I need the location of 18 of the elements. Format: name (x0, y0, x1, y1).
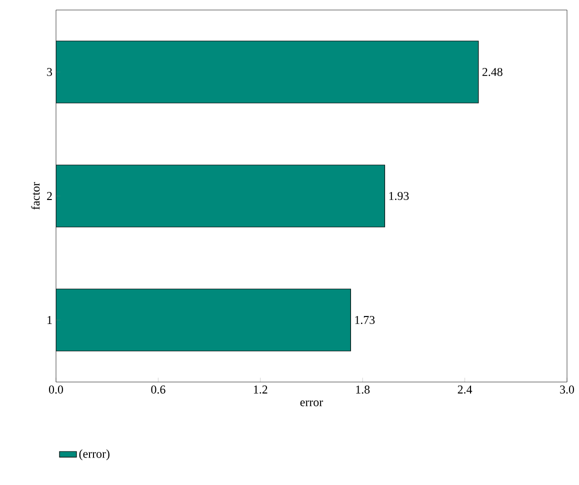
x-tick-label: 1.2 (254, 386, 268, 394)
x-tick-label: 1.8 (356, 386, 370, 394)
legend-label: (error) (79, 449, 110, 460)
y-axis-title: factor (31, 182, 40, 210)
y-tick-label: 1 (48, 316, 52, 324)
data-label: 1.73 (355, 316, 375, 324)
bar (56, 164, 386, 228)
y-tick-label: 2 (47, 192, 52, 200)
bar (56, 288, 351, 352)
data-label: 1.93 (389, 192, 409, 200)
bar (56, 40, 479, 104)
x-tick-label: 0.0 (48, 386, 64, 394)
y-tick-label: 3 (47, 68, 52, 76)
x-tick-label: 0.6 (151, 386, 166, 394)
x-axis-title: error (300, 400, 324, 406)
data-label: 2.48 (482, 68, 502, 76)
x-tick-label: 3.0 (560, 386, 574, 394)
x-tick-label: 2.4 (458, 386, 472, 394)
